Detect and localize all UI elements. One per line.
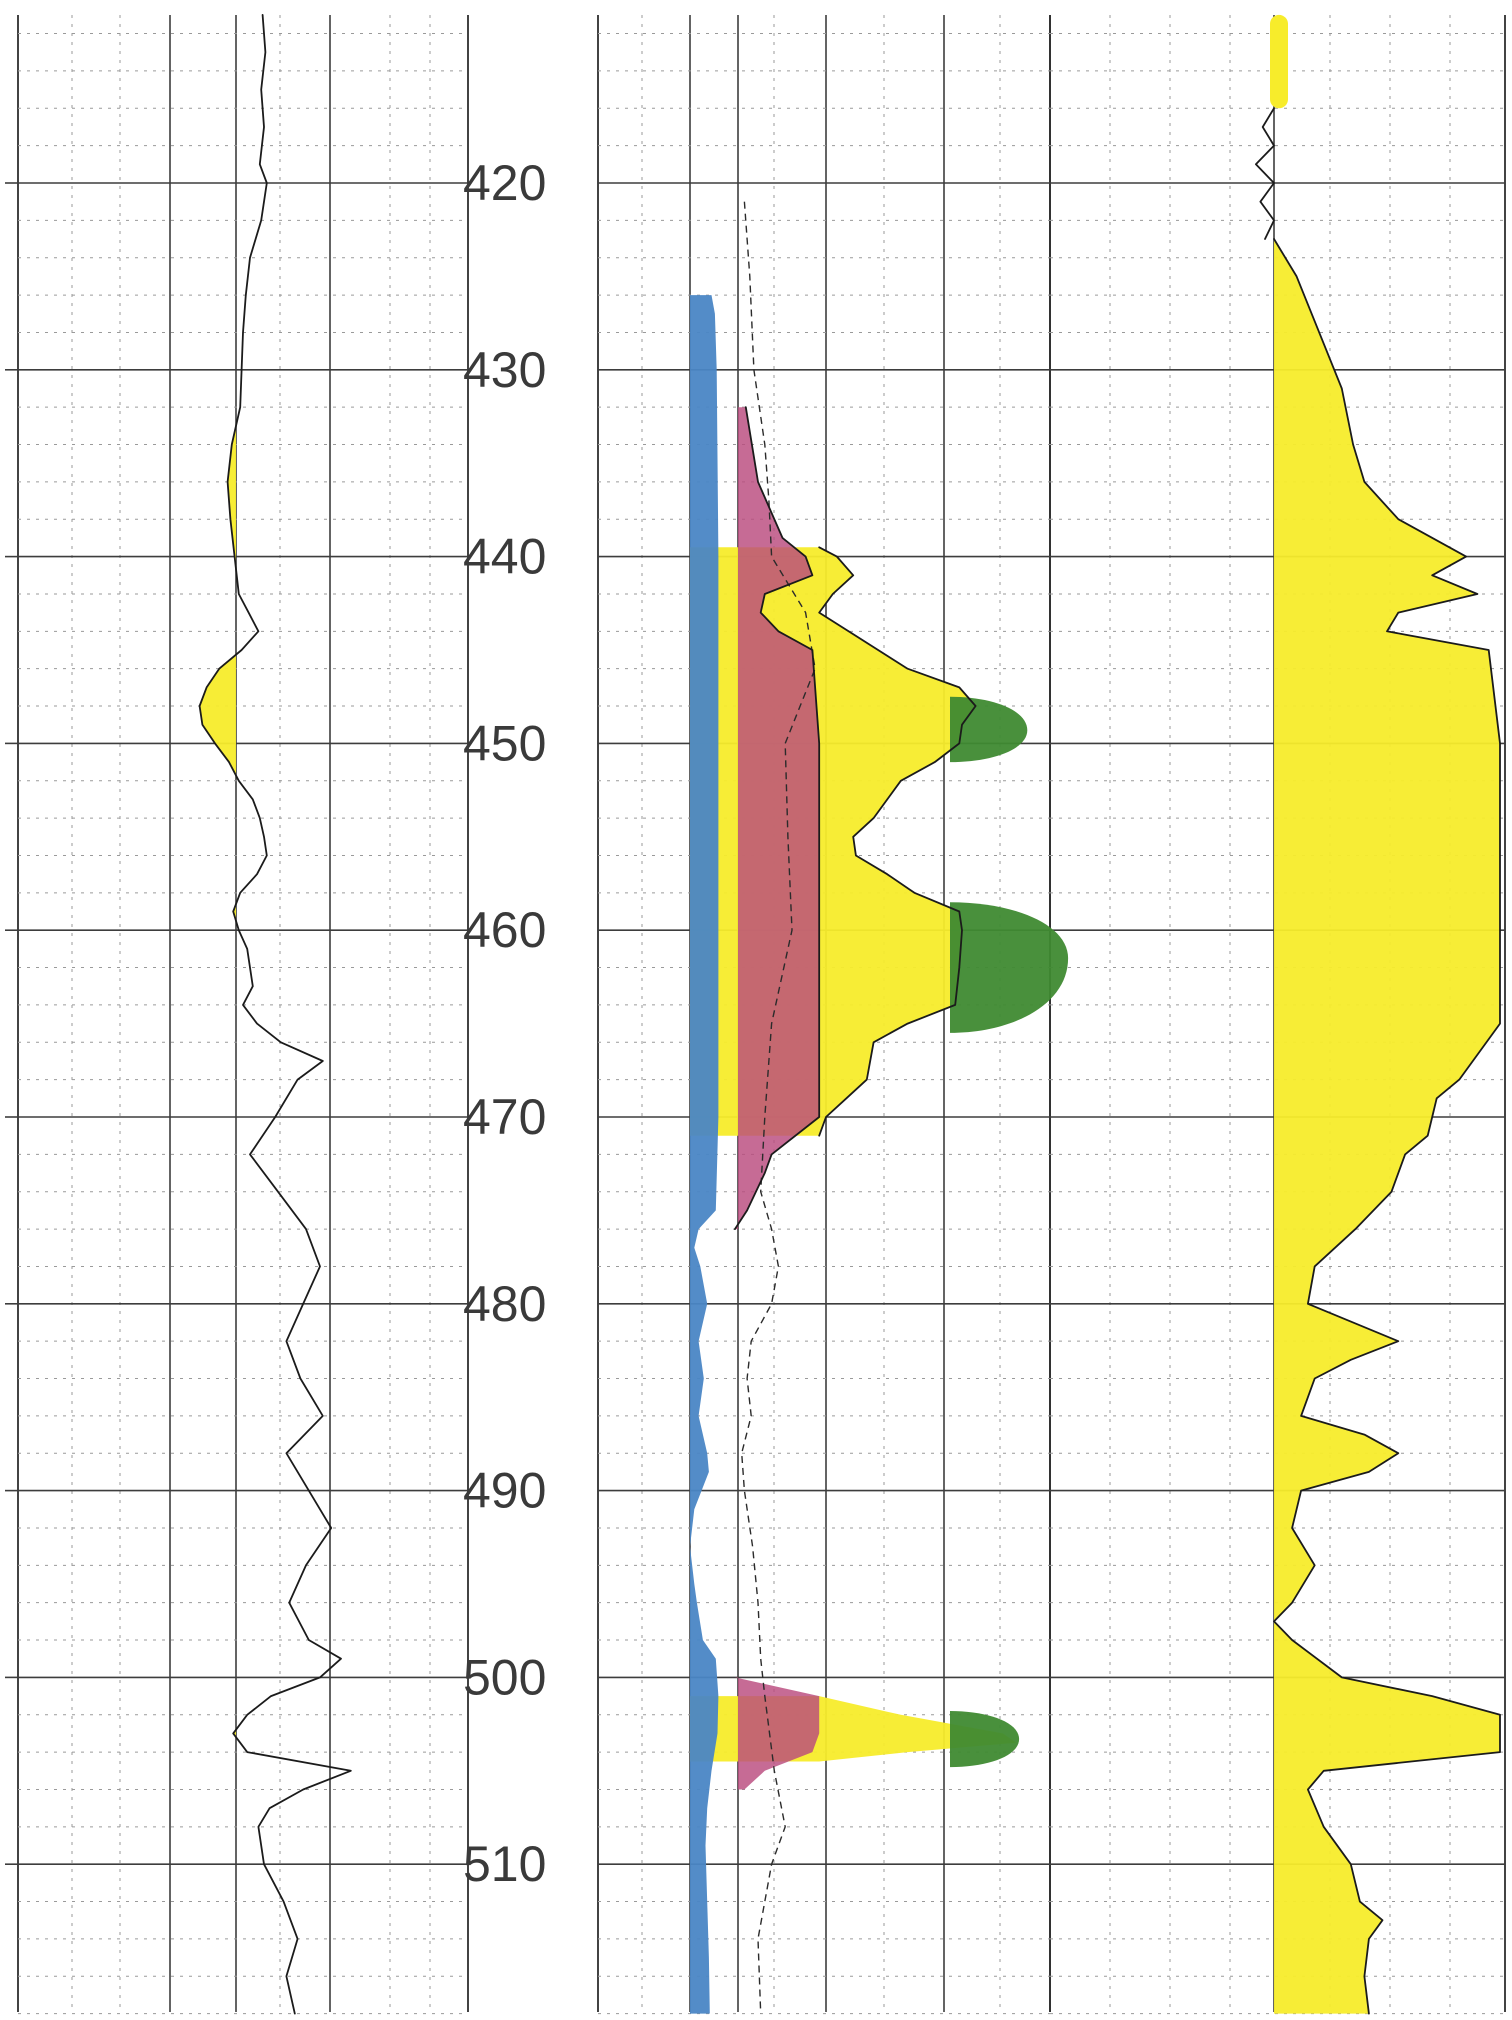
depth-label-490: 490 bbox=[463, 1463, 546, 1519]
track2-dashed-curve bbox=[740, 201, 816, 2014]
depth-label-layer: 420 430 440 450 460 470 480 490 500 510 bbox=[463, 155, 546, 1892]
depth-label-480: 480 bbox=[463, 1276, 546, 1332]
track2-magenta-outline bbox=[734, 406, 821, 1230]
depth-label-430: 430 bbox=[463, 342, 546, 398]
track3-top-curve bbox=[1255, 107, 1275, 240]
track2-green-lobe-2 bbox=[950, 1711, 1020, 1768]
depth-label-420: 420 bbox=[463, 155, 546, 211]
track2-yellow-outline bbox=[818, 546, 977, 1137]
depth-label-500: 500 bbox=[463, 1649, 546, 1705]
fill-layer bbox=[199, 14, 1500, 2014]
track2-green-lobe-1 bbox=[950, 902, 1069, 1033]
track3-curve bbox=[1273, 238, 1501, 2015]
track3-yellow-fill bbox=[1274, 239, 1500, 2014]
track2-magenta-fill bbox=[734, 407, 820, 1230]
depth-label-470: 470 bbox=[463, 1089, 546, 1145]
track2-green-lobe-0 bbox=[950, 696, 1028, 763]
track2-lower-magenta-fill bbox=[734, 1677, 820, 1790]
depth-label-510: 510 bbox=[463, 1836, 546, 1892]
curve-layer bbox=[198, 14, 1501, 2015]
depth-label-450: 450 bbox=[463, 715, 546, 771]
depth-label-460: 460 bbox=[463, 902, 546, 958]
track3-top-yellow-fill bbox=[1270, 14, 1288, 109]
track2-blue-fill bbox=[690, 295, 719, 2014]
depth-label-440: 440 bbox=[463, 529, 546, 585]
track1-curve bbox=[198, 14, 352, 2015]
